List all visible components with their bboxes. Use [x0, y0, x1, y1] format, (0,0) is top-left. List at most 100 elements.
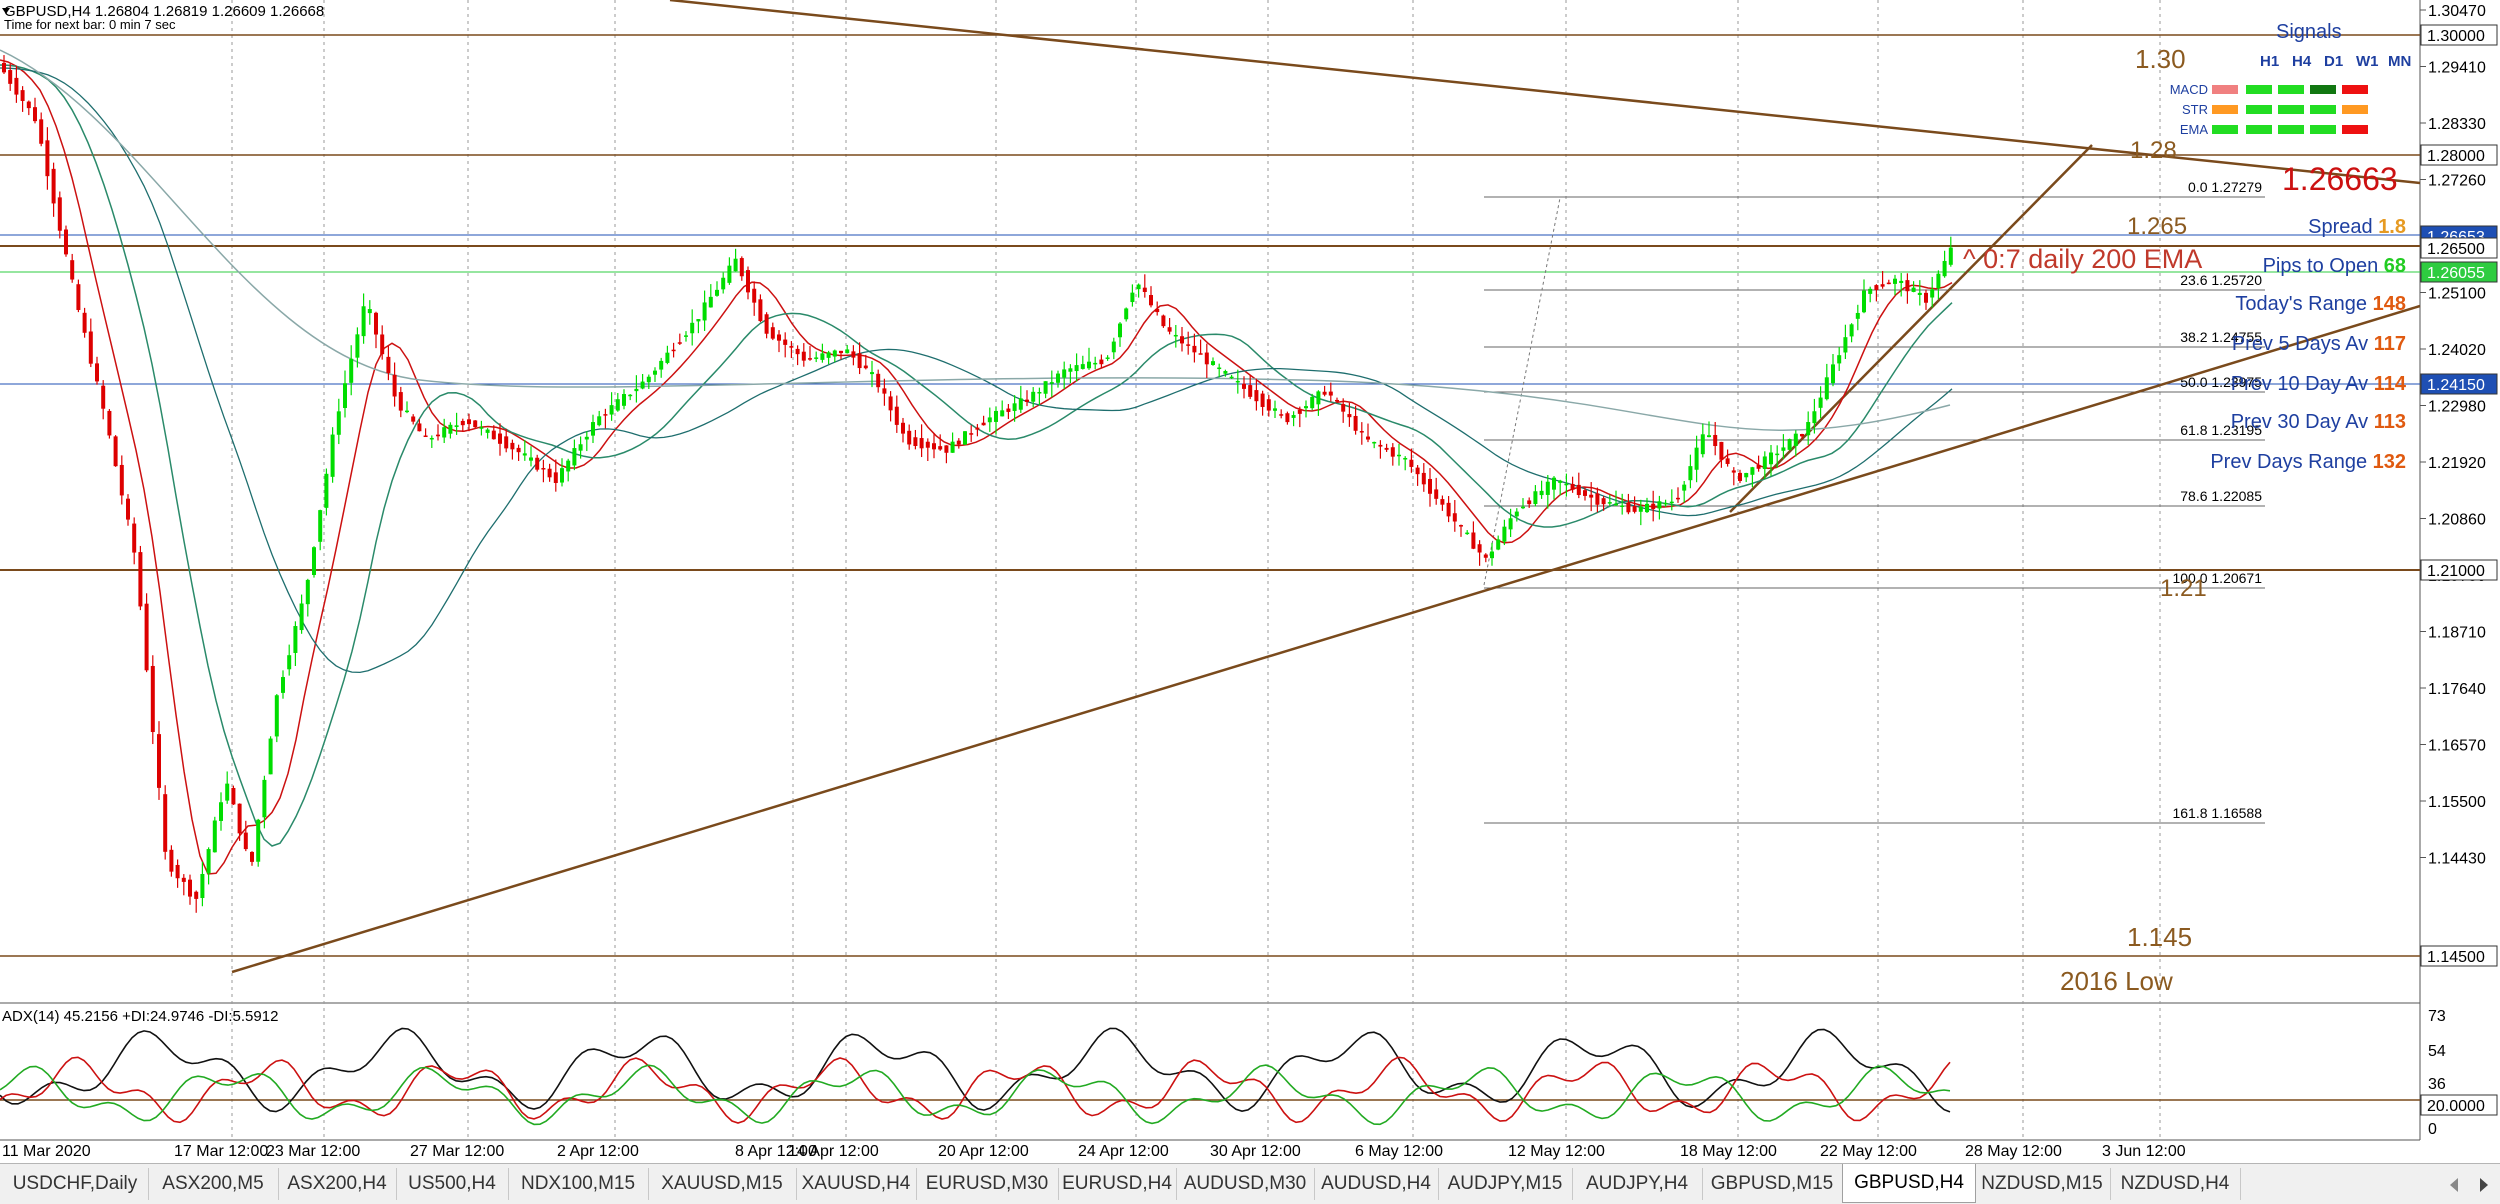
trendlines[interactable] — [231, 0, 2421, 974]
chart-tab[interactable]: NZDUSD,H4 — [2110, 1168, 2241, 1200]
chart-tab[interactable]: US500,H4 — [396, 1168, 509, 1200]
signal-cell — [2246, 125, 2272, 134]
signal-row-label: MACD — [2170, 82, 2208, 97]
fib-level-label: 23.6 1.25720 — [2180, 272, 2262, 288]
signal-cell — [2342, 85, 2368, 94]
adx-tick-label: 54 — [2428, 1043, 2446, 1060]
time-tick-label: 2 Apr 12:00 — [557, 1143, 639, 1160]
stat-row: Prev 5 Days Av 117 — [2232, 333, 2406, 355]
tab-scroll-arrows[interactable] — [2440, 1172, 2500, 1198]
signal-row-label: EMA — [2180, 122, 2209, 137]
price-axis: 1.304701.294101.283301.272601.261801.251… — [2420, 3, 2498, 967]
signal-cell — [2342, 105, 2368, 114]
ema-note: ^ 0:7 daily 200 EMA — [1963, 244, 2202, 274]
price-tick-label: 1.25100 — [2428, 286, 2486, 303]
time-tick-label: 11 Mar 2020 — [2, 1143, 91, 1160]
chart-tab[interactable]: AUDUSD,H4 — [1314, 1168, 1439, 1200]
signal-cell — [2212, 125, 2238, 134]
signal-timeframe-label: D1 — [2324, 53, 2343, 70]
time-tick-label: 18 May 12:00 — [1680, 1143, 1777, 1160]
adx-tick-label: 73 — [2428, 1008, 2446, 1025]
price-tag: 1.26055 — [2420, 261, 2498, 283]
time-tick-label: 20 Apr 12:00 — [938, 1143, 1029, 1160]
stats-panel: Spread 1.8 Pips to Open 68 Today's Range 1… — [2210, 216, 2407, 473]
chart-tab[interactable]: GBPUSD,M15 — [1702, 1168, 1843, 1200]
current-price-big: 1.26663 — [2282, 161, 2398, 197]
price-chart[interactable]: 0.0 1.27279 23.6 1.25720 38.2 1.24755 50.0 … — [0, 0, 2500, 1163]
price-tick-label: 1.14430 — [2428, 851, 2486, 868]
chart-tab[interactable]: AUDUSD,M30 — [1176, 1168, 1315, 1200]
svg-text:1.30000: 1.30000 — [2427, 28, 2485, 45]
time-tick-label: 12 May 12:00 — [1508, 1143, 1605, 1160]
fibonacci-retracement[interactable]: 0.0 1.27279 23.6 1.25720 38.2 1.24755 50.0 … — [1484, 179, 2265, 824]
chart-tab[interactable]: EURUSD,H4 — [1058, 1168, 1177, 1200]
price-tick-label: 1.28330 — [2428, 116, 2486, 133]
stat-row: Prev 30 Day Av 113 — [2231, 411, 2406, 433]
price-tick-label: 1.21920 — [2428, 455, 2486, 472]
chart-tab[interactable]: USDCHF,Daily — [2, 1168, 149, 1200]
adx-label: ADX(14) 45.2156 +DI:24.9746 -DI:5.5912 — [2, 1008, 278, 1025]
price-tick-label: 1.18710 — [2428, 625, 2486, 642]
adx-tick-label: 0 — [2428, 1121, 2437, 1138]
adx-indicator: 73 54 36 20.0000 0 — [0, 1008, 2498, 1138]
signals-panel: Signals H1 H4 D1 W1 MN MACD STR EMA — [2170, 21, 2412, 137]
chart-tabs-bar: USDCHF,Daily ASX200,M5 ASX200,H4 US500,H4 ND… — [0, 1163, 2500, 1204]
level-label-130: 1.30 — [2135, 44, 2186, 74]
signal-cell — [2246, 105, 2272, 114]
level-label-1145: 1.145 — [2127, 922, 2192, 952]
signal-cell — [2310, 125, 2336, 134]
time-tick-label: 24 Apr 12:00 — [1078, 1143, 1169, 1160]
time-tick-label: 8 Apr 12:00 — [735, 1143, 817, 1160]
signals-title: Signals — [2276, 21, 2342, 43]
scroll-right-icon[interactable] — [2480, 1178, 2488, 1192]
fib-level-label: 38.2 1.24755 — [2180, 329, 2262, 345]
candlesticks — [2, 55, 1953, 913]
level-label-128: 1.28 — [2130, 137, 2177, 164]
chart-tab[interactable]: AUDJPY,H4 — [1572, 1168, 1703, 1200]
dropdown-arrow-icon[interactable] — [2, 8, 10, 14]
stat-row: Prev Days Range 132 — [2210, 451, 2406, 473]
svg-text:1.28000: 1.28000 — [2427, 148, 2485, 165]
svg-text:1.26055: 1.26055 — [2427, 265, 2485, 282]
signal-cell — [2278, 85, 2304, 94]
chart-tab[interactable]: NDX100,M15 — [508, 1168, 649, 1200]
scroll-left-icon[interactable] — [2450, 1178, 2458, 1192]
signal-cell — [2342, 125, 2368, 134]
signal-timeframe-label: H1 — [2260, 53, 2279, 70]
fib-level-label: 61.8 1.23195 — [2180, 422, 2262, 438]
chart-tab[interactable]: AUDJPY,M15 — [1438, 1168, 1573, 1200]
fib-level-label: 78.6 1.22085 — [2180, 488, 2262, 504]
price-tag: 1.28000 — [2420, 144, 2498, 166]
time-tick-label: 22 May 12:00 — [1820, 1143, 1917, 1160]
adx-tick-label: 36 — [2428, 1076, 2446, 1093]
time-tick-label: 6 May 12:00 — [1355, 1143, 1443, 1160]
time-tick-label: 27 Mar 12:00 — [410, 1143, 504, 1160]
chart-tab[interactable]: GBPUSD,H4 — [1842, 1164, 1976, 1203]
symbol-info: GBPUSD,H4 1.26804 1.26819 1.26609 1.2666… — [4, 3, 324, 20]
chart-tab[interactable]: EURUSD,M30 — [916, 1168, 1059, 1200]
fib-level-label: 100.0 1.20671 — [2172, 570, 2262, 586]
svg-text:1.21000: 1.21000 — [2427, 563, 2485, 580]
chart-tab[interactable]: NZDUSD,M15 — [1974, 1168, 2111, 1200]
signal-row-label: STR — [2182, 102, 2208, 117]
adx-level-tag: 20.0000 — [2420, 1094, 2498, 1116]
fib-level-label: 161.8 1.16588 — [2172, 805, 2262, 821]
signal-cell — [2212, 85, 2238, 94]
price-tick-label: 1.30470 — [2428, 3, 2486, 20]
stat-row: Today's Range 148 — [2235, 293, 2406, 315]
time-tick-label: 17 Mar 12:00 — [174, 1143, 268, 1160]
chart-tab[interactable]: XAUUSD,M15 — [648, 1168, 797, 1200]
svg-text:1.24150: 1.24150 — [2427, 377, 2485, 394]
horizontal-level-lines — [0, 34, 2420, 957]
chart-tab[interactable]: ASX200,H4 — [278, 1168, 397, 1200]
chart-tab[interactable]: ASX200,M5 — [148, 1168, 279, 1200]
chart-tab[interactable]: XAUUSD,H4 — [796, 1168, 917, 1200]
price-tick-label: 1.20860 — [2428, 512, 2486, 529]
svg-text:1.14500: 1.14500 — [2427, 949, 2485, 966]
signal-timeframe-label: H4 — [2292, 53, 2312, 70]
svg-text:1.26500: 1.26500 — [2427, 241, 2485, 258]
price-tick-label: 1.22980 — [2428, 399, 2486, 416]
price-tag: 1.24150 — [2420, 373, 2498, 395]
